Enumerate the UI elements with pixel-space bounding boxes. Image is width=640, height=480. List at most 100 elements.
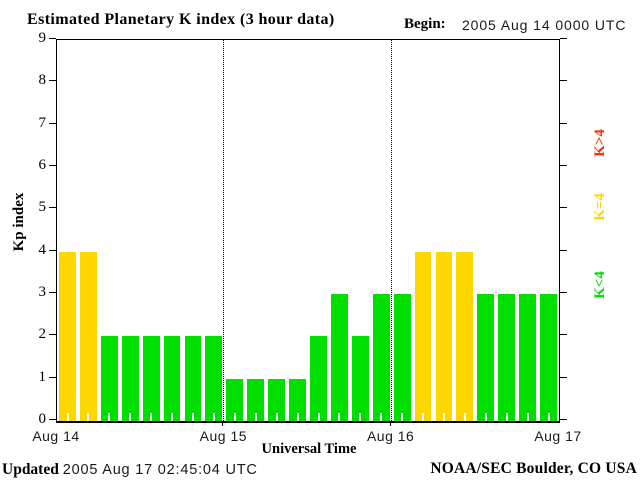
kp-bar xyxy=(289,378,306,421)
kp-bar xyxy=(435,251,453,421)
updated-value: 2005 Aug 17 02:45:04 UTC xyxy=(62,462,258,478)
legend-item: K<4 xyxy=(592,271,608,299)
y-tick-right xyxy=(560,334,567,336)
y-tick-label: 8 xyxy=(38,72,47,89)
hour-tick-notch xyxy=(443,413,445,421)
x-day-label: Aug 17 xyxy=(534,428,582,444)
y-tick-left xyxy=(49,334,56,336)
begin-label: Begin: xyxy=(404,16,446,32)
y-tick-left xyxy=(49,165,56,166)
kp-bar xyxy=(184,336,202,421)
kp-bar xyxy=(163,336,181,421)
y-tick-right xyxy=(560,419,567,420)
y-tick-right xyxy=(560,122,567,124)
x-day-tick xyxy=(222,422,224,426)
kp-bar xyxy=(540,294,557,421)
y-tick-right xyxy=(560,165,567,166)
x-day-label: Aug 16 xyxy=(366,428,415,444)
y-tick-right xyxy=(560,80,567,82)
y-tick-right xyxy=(560,207,567,209)
y-axis-title: Kp index xyxy=(11,192,27,252)
kp-bar xyxy=(59,251,76,421)
kp-bar xyxy=(247,378,265,421)
y-tick-label: 9 xyxy=(38,30,47,46)
legend-item: K>4 xyxy=(592,129,608,157)
day-gridline xyxy=(223,40,225,421)
y-tick-left xyxy=(49,376,56,378)
y-tick-label: 0 xyxy=(38,411,47,427)
kp-bar xyxy=(205,336,223,421)
hour-tick-notch xyxy=(380,413,383,421)
x-day-tick xyxy=(389,422,391,426)
hour-tick-notch xyxy=(233,413,236,421)
y-tick-left xyxy=(49,207,56,209)
day-gridline xyxy=(390,40,392,421)
y-tick-label: 7 xyxy=(38,114,47,131)
kp-bar xyxy=(79,251,97,421)
hour-tick-notch xyxy=(338,413,341,421)
y-tick-label: 4 xyxy=(38,241,47,258)
y-tick-left xyxy=(49,249,56,251)
hour-tick-notch xyxy=(275,413,278,421)
y-tick-left xyxy=(49,419,56,420)
hour-tick-notch xyxy=(129,413,132,421)
kp-bar xyxy=(519,294,537,421)
x-day-label: Aug 14 xyxy=(32,428,80,444)
hour-tick-notch xyxy=(212,413,215,421)
y-tick-label: 5 xyxy=(38,199,47,216)
hour-tick-notch xyxy=(66,413,69,421)
hour-tick-notch xyxy=(296,413,299,421)
kp-bar xyxy=(268,378,286,421)
hour-tick-notch xyxy=(150,413,153,421)
updated-timestamp: Updated 2005 Aug 17 02:45:04 UTC xyxy=(2,461,258,479)
kp-bar xyxy=(351,336,369,421)
y-tick-label: 1 xyxy=(38,368,47,385)
x-day-label: Aug 15 xyxy=(199,428,248,444)
x-axis-title: Universal Time xyxy=(261,441,357,457)
kp-bar xyxy=(414,251,432,421)
y-tick-right xyxy=(560,376,567,378)
chart-title: Estimated Planetary K index (3 hour data… xyxy=(27,11,335,28)
kp-bar xyxy=(330,294,348,421)
hour-tick-notch xyxy=(401,413,404,421)
y-tick-right xyxy=(560,292,567,293)
hour-tick-notch xyxy=(463,413,466,421)
kp-bar xyxy=(456,251,474,421)
begin-value: 2005 Aug 14 0000 UTC xyxy=(462,17,627,33)
y-tick-right xyxy=(560,38,567,39)
hour-tick-notch xyxy=(526,413,529,421)
kp-bar xyxy=(142,336,160,421)
hour-tick-notch xyxy=(171,413,174,421)
hour-tick-notch xyxy=(108,413,111,421)
kp-bar xyxy=(498,294,516,421)
kp-bar xyxy=(121,336,139,421)
hour-tick-notch xyxy=(484,413,487,421)
y-tick-left xyxy=(49,38,56,39)
hour-tick-notch xyxy=(192,413,194,421)
kp-bar xyxy=(477,294,495,421)
kp-bar xyxy=(310,336,327,421)
hour-tick-notch xyxy=(547,413,550,421)
hour-tick-notch xyxy=(505,413,508,421)
y-tick-left xyxy=(49,292,56,293)
kp-bar xyxy=(100,336,118,421)
y-tick-left xyxy=(49,80,56,82)
kp-bar xyxy=(226,378,244,421)
hour-tick-notch xyxy=(422,413,425,421)
hour-tick-notch xyxy=(317,413,320,421)
updated-label: Updated xyxy=(2,461,59,478)
source-attribution: NOAA/SEC Boulder, CO USA xyxy=(430,460,637,477)
kp-bar xyxy=(393,294,411,421)
hour-tick-notch xyxy=(87,413,90,421)
hour-tick-notch xyxy=(254,413,257,421)
y-tick-label: 2 xyxy=(38,326,47,343)
y-tick-left xyxy=(49,122,56,124)
y-tick-right xyxy=(560,249,567,251)
legend-item: K=4 xyxy=(592,193,608,221)
plot-area xyxy=(56,39,560,423)
y-tick-label: 6 xyxy=(38,157,47,173)
hour-tick-notch xyxy=(359,413,362,421)
y-tick-label: 3 xyxy=(38,284,47,300)
kp-bar xyxy=(372,294,390,421)
